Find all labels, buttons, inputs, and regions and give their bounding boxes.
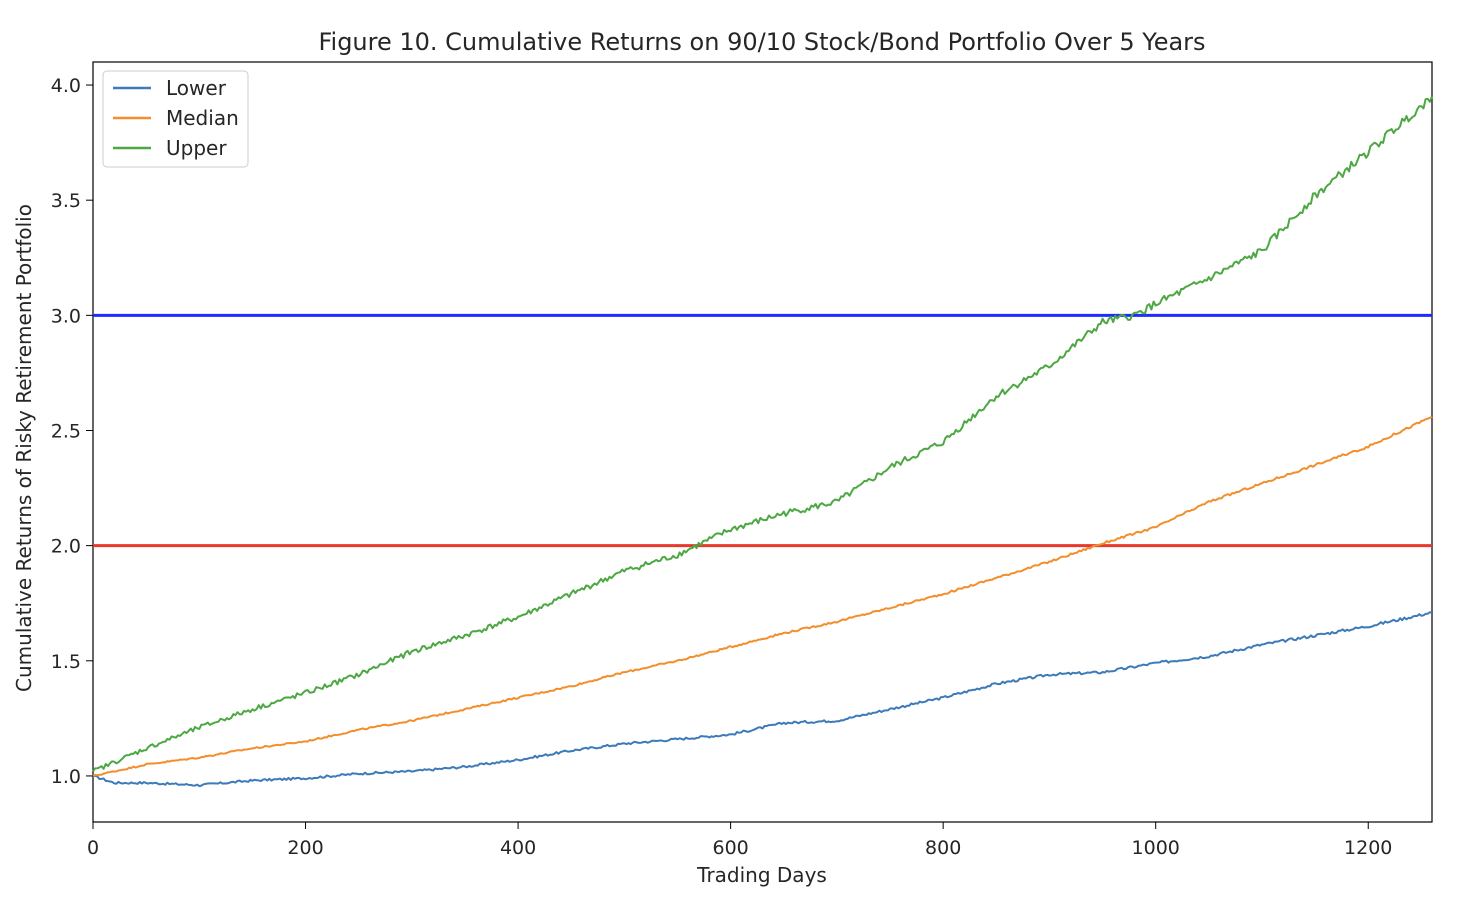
- x-tick-label: 1200: [1344, 837, 1392, 859]
- y-tick-label: 3.0: [51, 305, 81, 327]
- legend: Lower Median Upper: [102, 70, 249, 168]
- x-tick-label: 1000: [1132, 837, 1180, 859]
- legend-label-lower: Lower: [166, 76, 227, 100]
- series-line-upper: [92, 96, 1433, 772]
- chart-title: Figure 10. Cumulative Returns on 90/10 S…: [318, 28, 1205, 56]
- x-tick-label: 400: [500, 837, 536, 859]
- series-line-median: [92, 415, 1433, 777]
- y-tick-label: 1.5: [51, 651, 81, 673]
- x-axis-title: Trading Days: [696, 863, 827, 887]
- plot-frame: [92, 61, 1433, 823]
- x-tick-label: 600: [712, 837, 748, 859]
- x-tick-label: 200: [287, 837, 323, 859]
- x-tick-label: 0: [87, 837, 99, 859]
- y-tick-label: 3.5: [51, 190, 81, 212]
- y-tick-label: 1.0: [51, 766, 81, 788]
- y-tick-label: 4.0: [51, 75, 81, 97]
- legend-label-median: Median: [166, 106, 239, 130]
- x-tick-label: 800: [925, 837, 961, 859]
- y-axis-title: Cumulative Returns of Risky Retirement P…: [12, 204, 36, 692]
- y-tick-label: 2.5: [51, 420, 81, 442]
- y-tick-label: 2.0: [51, 536, 81, 558]
- series-line-lower: [92, 611, 1433, 788]
- plot-area: 0 200 400 600 800 1000 1200 1.0 1.5 2.0 2.5 3.0 3.5 4…: [51, 61, 1433, 859]
- legend-label-upper: Upper: [166, 136, 227, 160]
- legend-box: [102, 70, 249, 168]
